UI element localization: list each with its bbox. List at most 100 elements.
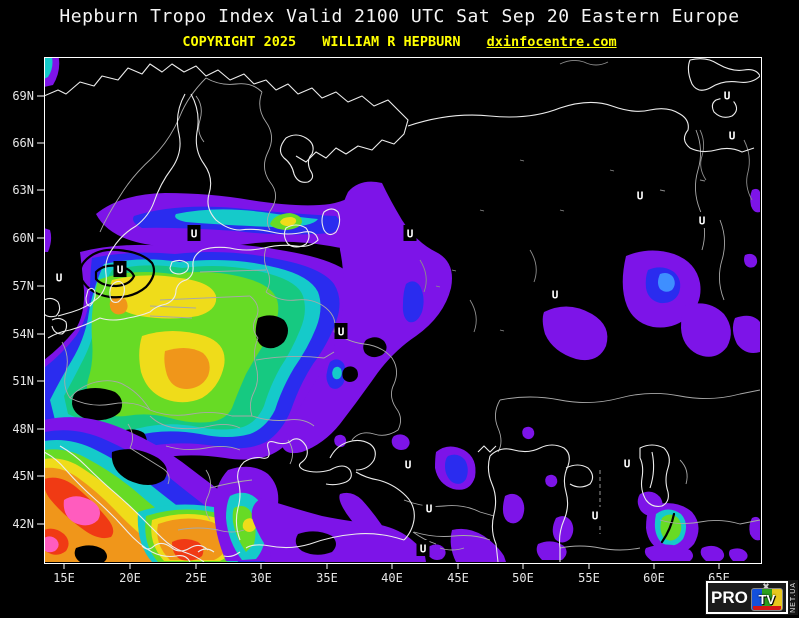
index-contour	[79, 248, 156, 299]
coastline	[109, 280, 125, 303]
lat-tick-label: 45N	[12, 469, 34, 483]
terrain-layer	[419, 59, 753, 333]
website-link[interactable]: dxinfocentre.com	[486, 34, 617, 50]
country-border	[255, 351, 335, 361]
index-contour	[660, 512, 676, 544]
u-marker-box	[113, 261, 127, 277]
coastline	[407, 101, 755, 153]
u-marker-box	[401, 456, 415, 472]
index-contour-layer	[79, 248, 676, 544]
country-border	[495, 399, 502, 453]
u-marker-box	[187, 225, 201, 241]
u-marker-label: U	[699, 215, 706, 228]
u-marker-label: U	[56, 272, 63, 285]
index-contour	[94, 264, 136, 288]
tropo-fill-cyan	[332, 366, 342, 380]
country-border	[159, 295, 251, 301]
tropo-fill-lightblue	[658, 273, 675, 292]
u-marker-label: U	[624, 458, 631, 471]
u-marker-label: U	[637, 190, 644, 203]
u-marker: U	[588, 507, 602, 523]
tropo-fill-purple	[391, 434, 410, 450]
country-border	[195, 95, 205, 143]
coastline	[291, 438, 352, 486]
u-marker-label: U	[592, 510, 599, 523]
tropo-fill-yellow	[242, 518, 257, 532]
country-border	[99, 77, 207, 233]
u-marker: U	[113, 261, 127, 277]
country-border	[333, 331, 401, 441]
tropo-fill-purple	[681, 303, 731, 357]
u-marker-label: U	[407, 228, 414, 241]
coastline	[45, 297, 61, 318]
u-marker-label: U	[724, 90, 731, 103]
tropo-fill-cyan	[45, 58, 53, 79]
tropo-fill-purple	[282, 181, 452, 454]
u-marker-box	[548, 286, 562, 302]
lon-tick-label: 55E	[578, 571, 600, 585]
country-border	[499, 389, 760, 403]
country-border	[61, 341, 71, 399]
tropo-fill-purple	[552, 516, 574, 543]
lon-tick-label: 15E	[53, 571, 75, 585]
country-border	[165, 445, 241, 451]
u-marker-box	[633, 187, 647, 203]
coastline	[355, 471, 415, 541]
terrain-mark	[529, 249, 537, 283]
tropo-fill-orange	[109, 296, 128, 315]
country-border	[69, 380, 151, 411]
coastline-layer	[45, 58, 760, 562]
lat-tick-label: 42N	[12, 517, 34, 531]
lat-tick-label: 57N	[12, 279, 34, 293]
coastline	[245, 533, 405, 549]
map-frame	[44, 57, 762, 564]
country-border	[149, 415, 241, 430]
tropo-fill-yellow	[280, 217, 297, 226]
u-marker-box	[416, 540, 430, 556]
coastline	[59, 445, 205, 562]
coastline	[45, 63, 409, 163]
coastline	[51, 317, 68, 335]
u-marker: U	[52, 269, 66, 285]
country-border	[251, 415, 315, 427]
country-border	[199, 269, 267, 273]
u-marker: U	[422, 500, 436, 516]
lat-tick-label: 60N	[12, 231, 34, 245]
tropo-fill-black	[363, 337, 387, 358]
copyright-text: COPYRIGHT 2025	[182, 34, 297, 50]
country-border	[403, 499, 495, 517]
tropo-fill-purple	[522, 426, 535, 440]
lat-tick-label: 54N	[12, 327, 34, 341]
terrain-mark	[559, 59, 609, 66]
protv-logo-frame: PRO TV	[706, 581, 788, 614]
lon-tick-label: 40E	[381, 571, 403, 585]
country-border	[129, 447, 170, 485]
tropo-fill-purple	[339, 492, 385, 541]
country-border	[149, 409, 252, 417]
lat-tick-label: 63N	[12, 183, 34, 197]
tropo-fill-purple	[749, 516, 760, 541]
u-marker: U	[695, 212, 709, 228]
country-border	[263, 247, 271, 293]
coastline	[321, 208, 341, 236]
country-border	[719, 219, 725, 301]
coastline	[45, 451, 191, 562]
lon-tick-label: 25E	[185, 571, 207, 585]
u-marker-label: U	[420, 543, 427, 556]
tropo-fill-purple	[536, 541, 567, 560]
terrain-mark	[469, 299, 477, 333]
country-border	[249, 295, 259, 339]
tropo-fill-purple	[45, 228, 52, 252]
coastline	[47, 249, 203, 339]
coastline	[329, 439, 376, 471]
protv-logo-tv-text: TV	[758, 592, 776, 607]
tropo-fill-black	[255, 315, 288, 349]
lon-tick-label: 50E	[512, 571, 534, 585]
u-marker-label: U	[552, 289, 559, 302]
u-marker-box	[403, 225, 417, 241]
u-marker-label: U	[426, 503, 433, 516]
u-marker: U	[548, 286, 562, 302]
tropo-fill-purple	[750, 188, 760, 213]
u-marker-box	[422, 500, 436, 516]
